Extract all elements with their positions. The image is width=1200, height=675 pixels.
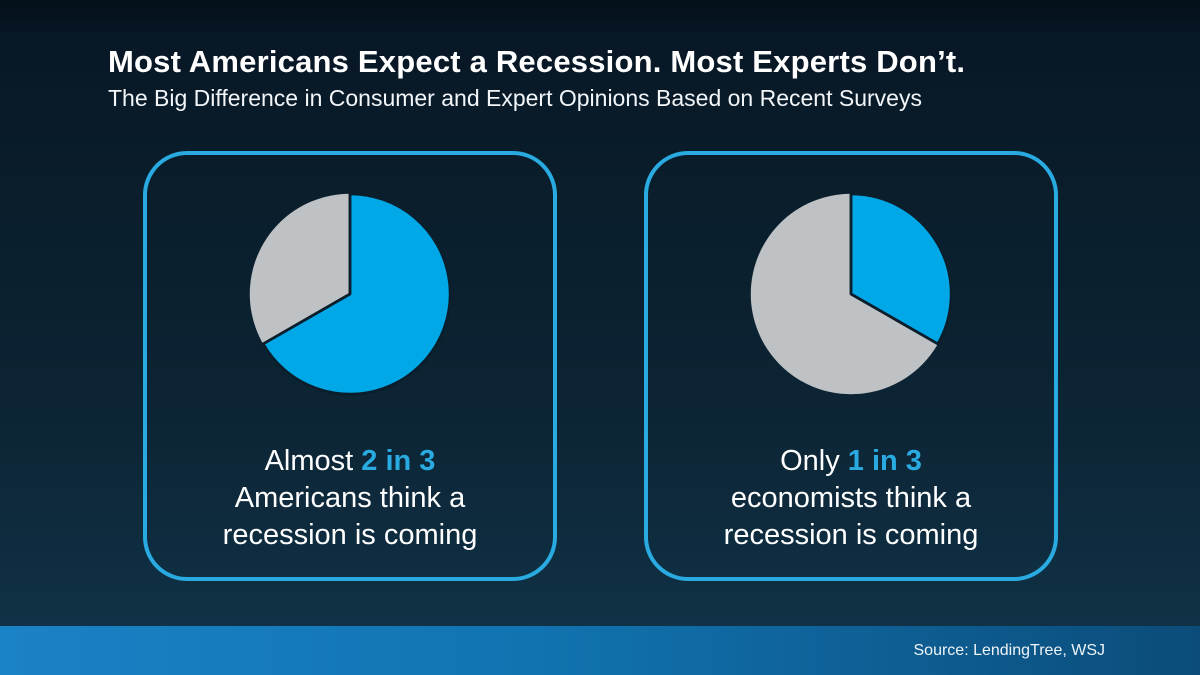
pie-chart-economists: [746, 189, 956, 399]
caption-lead: Almost: [264, 445, 354, 477]
caption-line-1: Only 1 in 3: [724, 443, 979, 480]
pie-chart-americans: [245, 189, 455, 399]
caption-line-1: Almost 2 in 3: [223, 443, 478, 480]
caption-line-2: economists think a: [730, 482, 972, 514]
caption-highlight: 1 in 3: [847, 445, 922, 477]
caption-line-2: Americans think a: [234, 482, 466, 514]
card-economists: Only 1 in 3 economists think a recession…: [644, 151, 1058, 581]
page-title: Most Americans Expect a Recession. Most …: [108, 44, 966, 79]
footer-bar: Source: LendingTree, WSJ: [0, 626, 1200, 675]
caption-line-3: recession is coming: [723, 519, 979, 551]
caption-americans: Almost 2 in 3 Americans think a recessio…: [223, 443, 478, 554]
caption-economists: Only 1 in 3 economists think a recession…: [724, 443, 979, 554]
source-attribution: Source: LendingTree, WSJ: [913, 641, 1106, 659]
card-americans: Almost 2 in 3 Americans think a recessio…: [143, 151, 557, 581]
page-subtitle: The Big Difference in Consumer and Exper…: [108, 85, 922, 111]
caption-highlight: 2 in 3: [361, 445, 436, 477]
caption-lead: Only: [780, 445, 840, 477]
caption-line-3: recession is coming: [222, 519, 478, 551]
